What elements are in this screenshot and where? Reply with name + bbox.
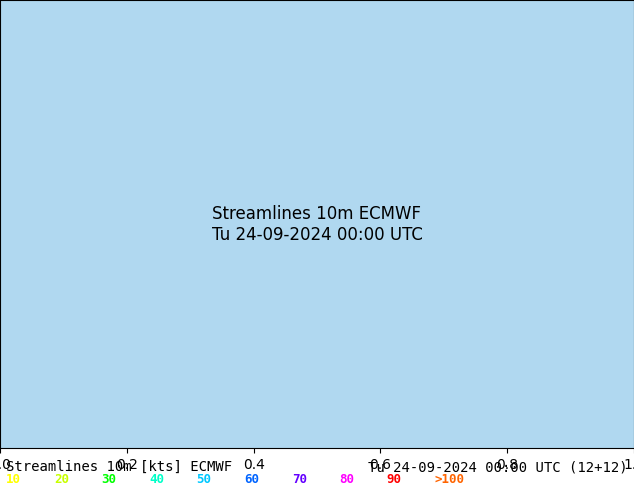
Text: 50: 50 (197, 473, 212, 486)
Text: 30: 30 (101, 473, 117, 486)
Text: 80: 80 (339, 473, 354, 486)
Text: 20: 20 (54, 473, 69, 486)
Text: Streamlines 10m [kts] ECMWF: Streamlines 10m [kts] ECMWF (6, 460, 233, 474)
Text: Tu 24-09-2024 00:00 UTC (12+12): Tu 24-09-2024 00:00 UTC (12+12) (368, 460, 628, 474)
Text: Streamlines 10m ECMWF
Tu 24-09-2024 00:00 UTC: Streamlines 10m ECMWF Tu 24-09-2024 00:0… (212, 205, 422, 244)
Text: 40: 40 (149, 473, 164, 486)
Text: >100: >100 (434, 473, 464, 486)
Text: 10: 10 (6, 473, 22, 486)
Text: 70: 70 (292, 473, 307, 486)
Text: 60: 60 (244, 473, 259, 486)
Text: 90: 90 (387, 473, 402, 486)
